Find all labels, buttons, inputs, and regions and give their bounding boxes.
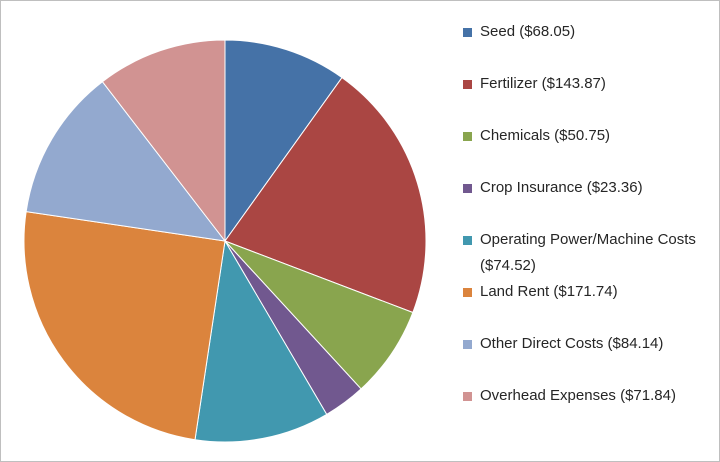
pie-slice-fertilizer — [224, 77, 427, 314]
pie-slice-other-direct-costs — [25, 81, 226, 242]
legend-entry-fertilizer: Fertilizer ($143.87) — [463, 71, 713, 123]
legend-label-other-direct-costs: Other Direct Costs ($84.14) — [480, 335, 664, 352]
legend-entry-operating-power: Operating Power/Machine Costs ($74.52) — [463, 227, 713, 279]
legend-entry-other-direct-costs: Other Direct Costs ($84.14) — [463, 331, 713, 383]
pie-slice-seed — [224, 39, 343, 242]
legend-label-land-rent: Land Rent ($171.74) — [480, 283, 618, 300]
pie-chart — [23, 39, 427, 443]
legend-swatch-land-rent — [463, 288, 472, 297]
legend-entry-land-rent: Land Rent ($171.74) — [463, 279, 713, 331]
legend-entry-crop-insurance: Crop Insurance ($23.36) — [463, 175, 713, 227]
legend-entry-seed: Seed ($68.05) — [463, 19, 713, 71]
legend-entry-overhead-expenses: Overhead Expenses ($71.84) — [463, 383, 713, 435]
legend-swatch-fertilizer — [463, 80, 472, 89]
legend-swatch-other-direct-costs — [463, 340, 472, 349]
legend-label-fertilizer: Fertilizer ($143.87) — [480, 75, 606, 92]
pie-slice-overhead-expenses — [101, 39, 226, 242]
legend-swatch-crop-insurance — [463, 184, 472, 193]
legend-label-crop-insurance: Crop Insurance ($23.36) — [480, 179, 643, 196]
legend-entry-chemicals: Chemicals ($50.75) — [463, 123, 713, 175]
pie-slice-land-rent — [23, 211, 226, 441]
legend-label-chemicals: Chemicals ($50.75) — [480, 127, 611, 144]
legend-swatch-operating-power — [463, 236, 472, 245]
pie-slice-operating-power-machine-costs — [194, 240, 328, 443]
legend-swatch-seed — [463, 28, 472, 37]
legend: Seed ($68.05) Fertilizer ($143.87) Chemi… — [463, 19, 713, 435]
legend-swatch-overhead-expenses — [463, 392, 472, 401]
legend-swatch-chemicals — [463, 132, 472, 141]
legend-label-overhead-expenses: Overhead Expenses ($71.84) — [480, 387, 676, 404]
legend-label-seed: Seed ($68.05) — [480, 23, 576, 40]
legend-label-operating-power: Operating Power/Machine Costs ($74.52) — [480, 231, 696, 274]
